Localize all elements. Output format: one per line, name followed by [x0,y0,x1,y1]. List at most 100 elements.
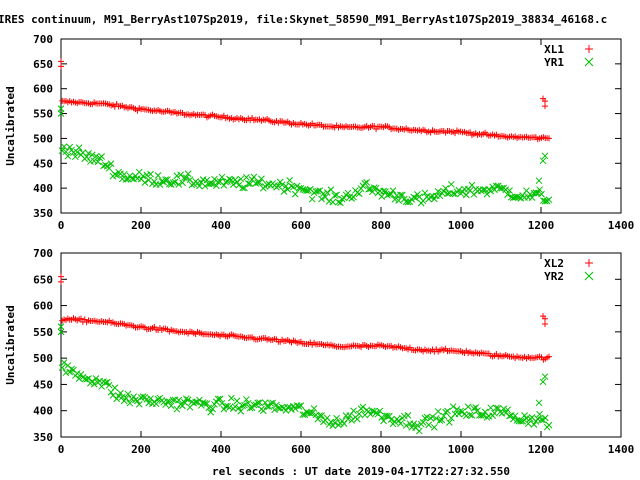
y-tick-label: 700 [33,247,53,260]
data-point [197,402,205,409]
data-point [90,380,98,388]
data-point [165,398,173,405]
data-point [196,182,203,190]
data-point [449,403,457,410]
chart-panel-2: 350 400 450 500 550 600 650 700 0 200 400 600 800 100… [4,247,634,478]
legend-marker [585,259,593,267]
data-point [57,323,65,330]
data-point [259,407,267,415]
data-point [85,149,92,157]
data-point [335,198,342,206]
data-point [246,180,254,188]
x-tick-label: 1000 [448,219,475,232]
data-point [524,420,532,427]
data-point [62,148,70,156]
x-tick-label: 0 [58,219,65,232]
data-point [243,396,250,403]
data-point [333,414,340,422]
data-point [314,187,322,195]
data-point [438,416,446,424]
data-point [211,175,218,183]
data-point [541,373,549,380]
data-point [308,195,316,203]
data-point [105,381,113,389]
data-point [538,416,545,424]
data-point [128,174,136,182]
data-point [479,186,487,193]
data-point [378,414,386,421]
data-point [150,178,158,185]
data-point [308,409,316,417]
data-point [58,147,66,154]
data-point [344,415,352,423]
data-point [77,370,85,378]
data-point [532,189,540,196]
data-point [423,413,431,421]
data-point [271,406,278,414]
data-point [291,190,299,198]
data-point [205,404,213,412]
y-tick-label: 450 [33,378,53,391]
data-point [228,394,235,402]
data-point [391,196,399,203]
data-point [462,191,470,199]
data-point [506,187,513,194]
data-point [113,172,121,179]
data-point [196,396,203,404]
data-point [58,63,64,70]
data-point [491,409,498,417]
data-point [141,179,149,186]
data-point [432,415,440,422]
legend-marker [584,271,594,281]
data-point [126,399,134,407]
data-point [541,152,549,160]
data-point [222,178,230,186]
data-point [430,424,438,431]
data-point [538,190,545,198]
data-point [184,396,192,404]
data-point [444,190,451,198]
data-point [209,405,216,413]
data-point [359,403,367,411]
data-point [88,377,96,385]
data-point [542,103,548,110]
data-point [72,153,79,161]
legend-label: XL2 [544,257,564,270]
plot-frame [60,252,622,438]
data-point [167,402,175,410]
data-point [66,143,74,151]
data-point [412,194,419,202]
data-point [410,193,418,201]
data-point [331,419,339,427]
data-point [60,359,68,366]
data-point [539,157,547,165]
data-point [154,172,162,179]
data-point [117,389,124,397]
data-point [340,194,348,202]
data-point [526,190,534,198]
data-point [154,395,162,403]
data-point [542,315,548,322]
data-point [226,175,233,183]
data-point [323,189,331,196]
data-point [363,178,371,186]
data-point [75,375,83,382]
data-point [395,197,402,204]
data-point [365,185,372,193]
data-point [169,179,177,186]
data-point [111,384,119,392]
data-point [222,402,230,410]
data-point [243,173,250,181]
data-point [539,378,547,386]
data-point [327,186,335,193]
data-point [181,398,188,406]
data-point [88,151,96,159]
data-point [404,198,412,206]
data-point [353,415,361,423]
data-point [519,417,527,425]
data-point [382,188,389,195]
data-point [493,182,500,190]
data-point [440,187,448,195]
data-point [58,278,64,285]
